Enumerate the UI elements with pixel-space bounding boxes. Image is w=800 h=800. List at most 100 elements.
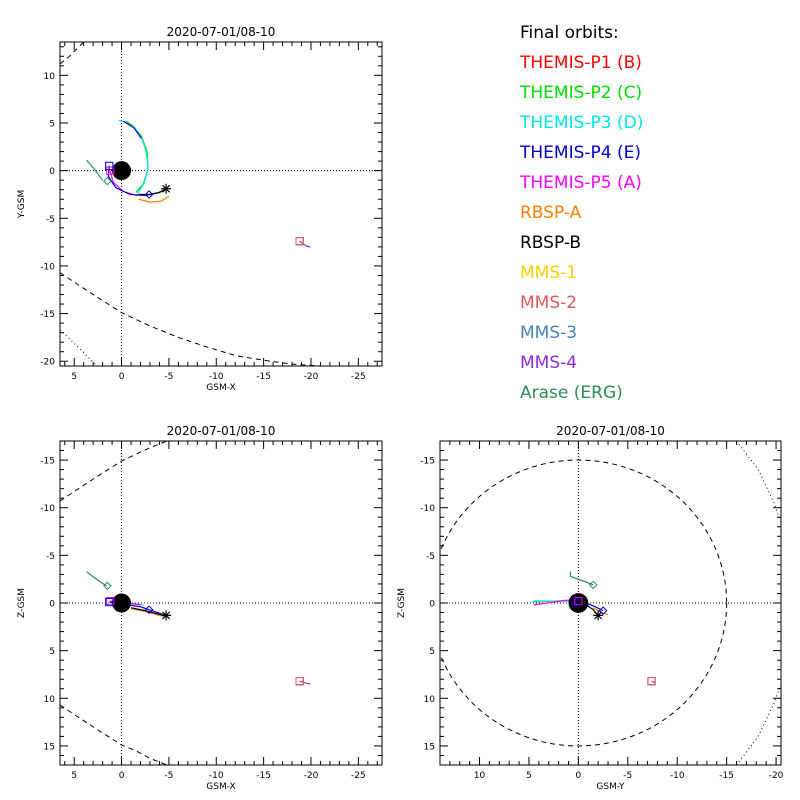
y-tick-label: 15 bbox=[44, 742, 55, 752]
legend-item: RBSP-B bbox=[520, 233, 582, 253]
y-tick-label: -5 bbox=[46, 215, 55, 225]
legend-item: RBSP-A bbox=[520, 203, 582, 223]
bow-shock-boundary bbox=[736, 441, 781, 523]
spacecraft-marker bbox=[161, 183, 172, 194]
orbit-trace bbox=[138, 195, 170, 203]
x-tick-label: -5 bbox=[164, 771, 173, 781]
plot-panel-3: 2020-07-01/08-10 GSM-Y Z-GSM 10 5 0 -5 -10 -15 -2… bbox=[397, 424, 784, 792]
legend-items: THEMIS-P1 (B) THEMIS-P2 (C) THEMIS-P3 (D) T… bbox=[520, 48, 790, 408]
plot-title: 2020-07-01/08-10 bbox=[167, 25, 276, 39]
spacecraft-marker bbox=[588, 580, 598, 590]
plot-area bbox=[60, 42, 382, 366]
spacecraft-marker bbox=[161, 610, 172, 621]
x-tick-label: 5 bbox=[71, 372, 77, 382]
orbit-trace bbox=[569, 571, 594, 586]
magnetopause-boundary bbox=[60, 441, 168, 502]
legend-item: Arase (ERG) bbox=[520, 383, 623, 403]
y-axis-label: Z-GSM bbox=[397, 588, 407, 618]
plot-panel-1: 2020-07-01/08-10 GSM-X Y-GSM 5 0 -5 -10 -15 -20 -… bbox=[17, 25, 383, 393]
plot-area bbox=[60, 441, 382, 765]
bow-shock-boundary bbox=[736, 683, 781, 765]
y-tick-label: 5 bbox=[429, 647, 435, 657]
spacecraft-marker bbox=[598, 606, 608, 615]
legend: Final orbits: THEMIS-P1 (B) THEMIS-P2 (C)… bbox=[520, 18, 790, 408]
legend-item: THEMIS-P3 (D) bbox=[520, 113, 644, 133]
y-tick-label: 0 bbox=[49, 600, 55, 610]
orbit-trace bbox=[123, 120, 142, 139]
y-tick-label: 0 bbox=[49, 167, 55, 177]
legend-item: THEMIS-P4 (E) bbox=[520, 143, 641, 163]
y-tick-label: 5 bbox=[49, 647, 55, 657]
x-tick-label: 5 bbox=[71, 771, 77, 781]
legend-item: THEMIS-P1 (B) bbox=[520, 53, 642, 73]
x-tick-label: 10 bbox=[474, 771, 486, 781]
legend-item: MMS-2 bbox=[520, 293, 578, 313]
y-tick-label: 10 bbox=[424, 695, 436, 705]
y-tick-label: -15 bbox=[40, 310, 55, 320]
x-tick-label: -10 bbox=[209, 372, 224, 382]
magnetopause-boundary bbox=[60, 42, 85, 65]
y-tick-label: 5 bbox=[49, 120, 55, 130]
y-tick-label: 15 bbox=[424, 742, 435, 752]
spacecraft-marker bbox=[105, 161, 114, 170]
x-tick-label: 0 bbox=[119, 771, 125, 781]
y-tick-label: 0 bbox=[429, 600, 435, 610]
plot-area bbox=[440, 441, 781, 765]
x-axis-label: GSM-Y bbox=[596, 782, 625, 792]
x-tick-label: -5 bbox=[623, 771, 632, 781]
spacecraft-marker bbox=[105, 597, 114, 607]
x-tick-label: -25 bbox=[351, 771, 366, 781]
y-tick-label: -10 bbox=[40, 262, 55, 272]
spacecraft-marker bbox=[647, 677, 656, 686]
x-axis-label: GSM-X bbox=[206, 383, 235, 393]
x-tick-label: -10 bbox=[670, 771, 685, 781]
y-tick-label: -5 bbox=[426, 552, 435, 562]
spacecraft-marker bbox=[295, 237, 304, 246]
bow-shock-boundary bbox=[60, 329, 98, 366]
x-tick-label: -15 bbox=[719, 771, 734, 781]
y-tick-label: -20 bbox=[40, 358, 55, 368]
spacecraft-marker bbox=[144, 190, 154, 199]
spacecraft-marker bbox=[571, 597, 580, 607]
y-tick-label: -15 bbox=[40, 457, 55, 467]
magnetopause-boundary bbox=[440, 459, 728, 747]
orbit-trace bbox=[130, 608, 170, 618]
x-tick-label: -10 bbox=[209, 771, 224, 781]
x-tick-label: 0 bbox=[119, 372, 125, 382]
spacecraft-marker bbox=[103, 581, 112, 591]
y-axis-label: Z-GSM bbox=[17, 588, 27, 618]
y-tick-label: -10 bbox=[420, 504, 435, 514]
legend-item: THEMIS-P5 (A) bbox=[520, 173, 642, 193]
spacecraft-marker bbox=[106, 596, 115, 606]
legend-item: MMS-3 bbox=[520, 323, 578, 343]
orbit-trace bbox=[86, 159, 104, 181]
spacecraft-marker bbox=[647, 677, 656, 686]
x-tick-label: -5 bbox=[164, 372, 173, 382]
spacecraft-marker bbox=[574, 596, 583, 606]
spacecraft-marker bbox=[593, 610, 604, 621]
x-tick-label: -15 bbox=[256, 372, 271, 382]
spacecraft-marker bbox=[144, 605, 154, 614]
legend-item: THEMIS-P2 (C) bbox=[520, 83, 643, 103]
spacecraft-marker bbox=[103, 176, 112, 186]
earth-disk bbox=[112, 593, 132, 613]
spacecraft-marker bbox=[647, 677, 656, 686]
magnetopause-boundary bbox=[60, 704, 168, 765]
x-axis-label: GSM-X bbox=[206, 782, 235, 792]
legend-item: MMS-4 bbox=[520, 353, 578, 373]
plot-panel-2: 2020-07-01/08-10 GSM-X Z-GSM 5 0 -5 -10 -15 -20 -… bbox=[17, 424, 383, 792]
y-axis-label: Y-GSM bbox=[17, 190, 27, 219]
y-tick-label: -10 bbox=[40, 504, 55, 514]
orbit-trace bbox=[86, 571, 107, 587]
y-tick-label: -5 bbox=[46, 552, 55, 562]
x-tick-label: 5 bbox=[526, 771, 532, 781]
y-tick-label: 10 bbox=[44, 72, 56, 82]
y-tick-label: 10 bbox=[44, 695, 56, 705]
x-tick-label: -25 bbox=[351, 372, 366, 382]
spacecraft-marker bbox=[295, 677, 304, 686]
orbit-trace bbox=[138, 188, 167, 196]
earth-disk bbox=[112, 161, 132, 181]
legend-item: MMS-1 bbox=[520, 263, 578, 283]
x-tick-label: -20 bbox=[769, 771, 784, 781]
